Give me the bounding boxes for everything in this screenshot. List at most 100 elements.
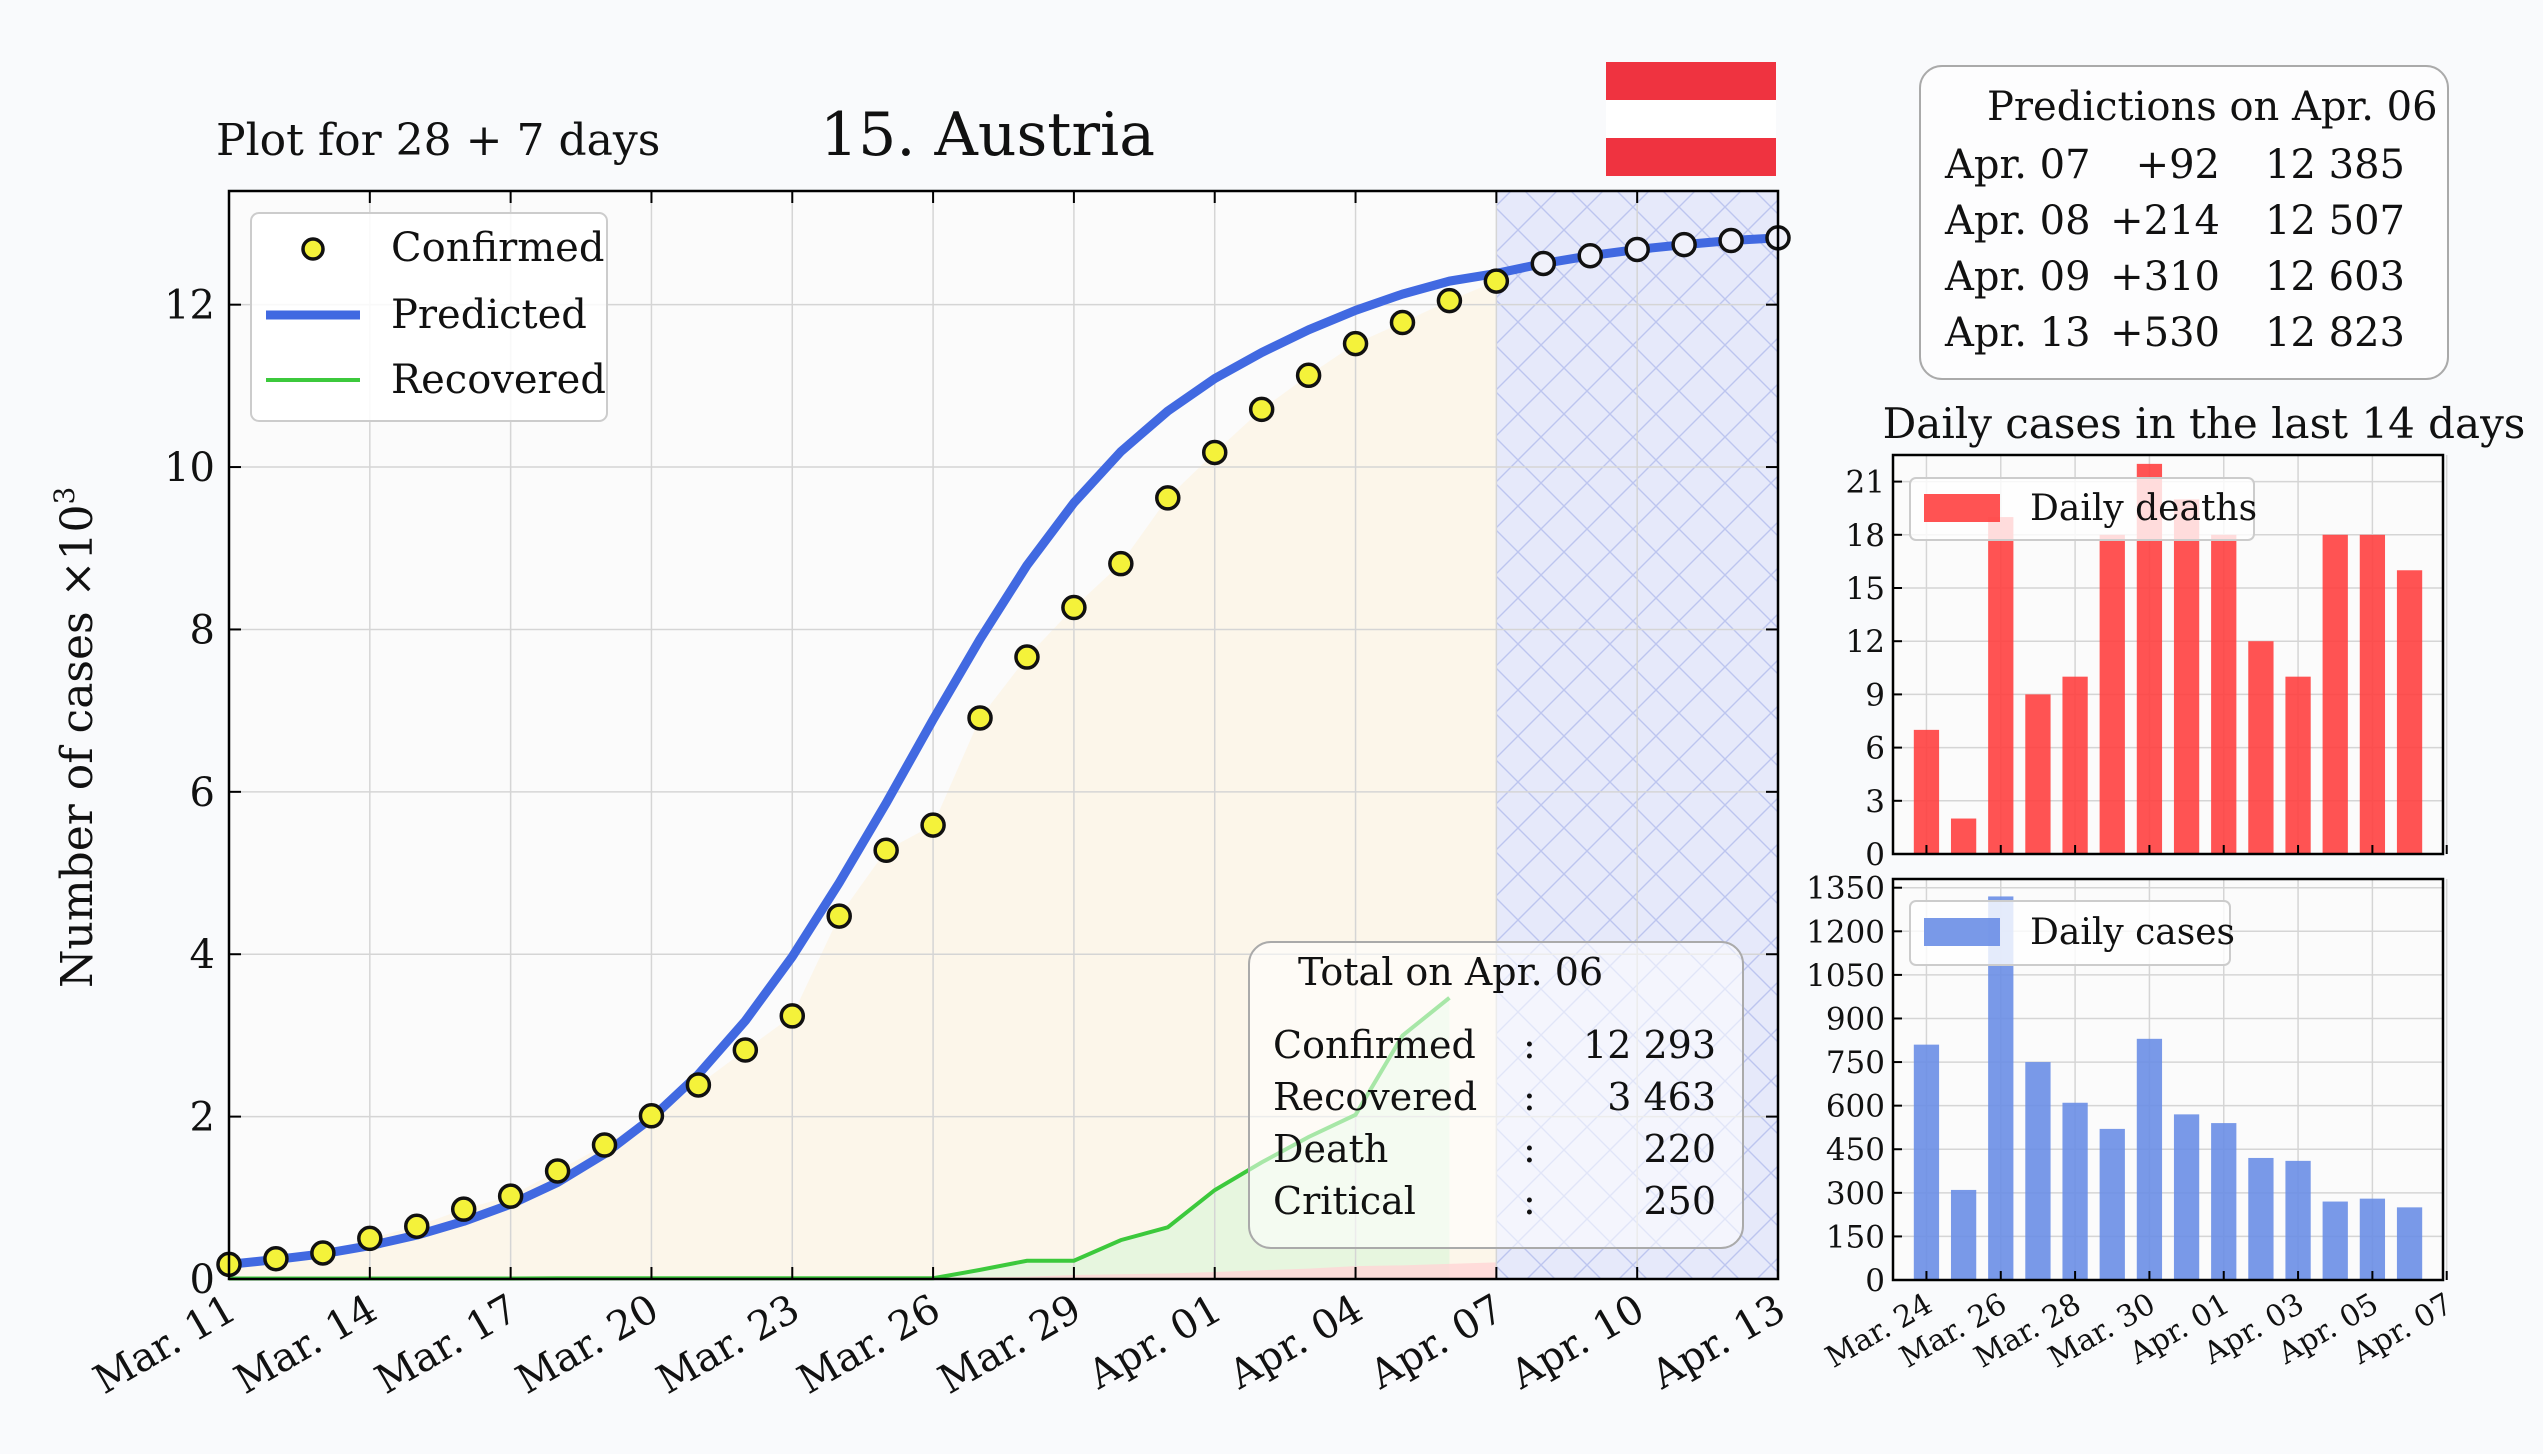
confirmed-point bbox=[1295, 362, 1322, 389]
cases-y-tick-label: 150 bbox=[1826, 1219, 1885, 1255]
totals-frame bbox=[1248, 941, 1744, 1249]
cases-y-tick-label: 1200 bbox=[1806, 914, 1885, 950]
cases-bar bbox=[2396, 1207, 2423, 1280]
cases-y-tick-label: 1050 bbox=[1806, 958, 1885, 994]
y-tick-label: 8 bbox=[190, 607, 215, 653]
main-legend: Confirmed Predicted Recovered bbox=[250, 212, 608, 422]
confirmed-point bbox=[1436, 287, 1463, 314]
deaths-bar bbox=[1950, 818, 1977, 854]
deaths-bar bbox=[2248, 641, 2274, 854]
prediction-date: Apr. 09 bbox=[1944, 254, 2091, 300]
confirmed-point bbox=[450, 1196, 477, 1222]
legend-box bbox=[250, 212, 608, 422]
x-tick-label: Mar. 17 bbox=[368, 1286, 526, 1404]
deaths-y-tick-label: 21 bbox=[1846, 465, 1885, 501]
cases-bar bbox=[1950, 1189, 1977, 1280]
confirmed-point bbox=[1014, 644, 1040, 670]
predicted-point bbox=[1624, 236, 1650, 263]
deaths-legend: Daily deaths bbox=[1909, 477, 2257, 541]
legend-confirmed-label: Confirmed bbox=[391, 225, 604, 271]
deaths-bar bbox=[2359, 534, 2386, 854]
deaths-y-tick-label: 0 bbox=[1865, 837, 1885, 873]
x-tick-label: Mar. 11 bbox=[86, 1286, 244, 1404]
cases-y-tick-label: 750 bbox=[1826, 1045, 1885, 1081]
prediction-delta: +310 bbox=[2110, 254, 2220, 300]
deaths-plot-frame bbox=[1891, 453, 2445, 856]
deaths-bar bbox=[2396, 570, 2423, 854]
confirmed-point bbox=[685, 1072, 712, 1098]
x-tick-label: Apr. 04 bbox=[1221, 1286, 1371, 1399]
daily-deaths-chart: 0 3 6 9 12 15 18 21 Daily deaths bbox=[1846, 453, 2448, 873]
totals-label-confirmed: Confirmed bbox=[1273, 1023, 1476, 1067]
cases-bar bbox=[2025, 1062, 2051, 1280]
deaths-bar bbox=[1988, 517, 2014, 854]
prediction-total: 12 823 bbox=[2265, 310, 2405, 356]
cases-bar bbox=[2099, 1128, 2125, 1280]
deaths-bar bbox=[2211, 534, 2237, 854]
y-tick-label: 0 bbox=[190, 1257, 215, 1303]
confirmed-point bbox=[310, 1240, 336, 1266]
predictions-frame bbox=[1919, 65, 2449, 380]
predictions-box: Predictions on Apr. 06 Apr. 07 +92 12 385 A… bbox=[1919, 65, 2449, 380]
cases-bar bbox=[2211, 1123, 2237, 1280]
cases-plot-frame bbox=[1891, 877, 2445, 1282]
confirmed-point bbox=[1389, 309, 1416, 336]
deaths-y-tick-label: 18 bbox=[1846, 518, 1885, 554]
confirmed-point bbox=[1108, 550, 1134, 577]
y-tick-label: 6 bbox=[190, 770, 215, 816]
prediction-delta: +92 bbox=[2136, 142, 2220, 188]
confirmed-point bbox=[1061, 594, 1087, 621]
deaths-bar bbox=[2062, 676, 2088, 854]
cases-y-tick-label: 900 bbox=[1826, 1001, 1885, 1037]
deaths-bar bbox=[2285, 676, 2311, 854]
daily-title: Daily cases in the last 14 days bbox=[1883, 399, 2526, 448]
prediction-total: 12 385 bbox=[2265, 142, 2405, 188]
cases-legend-swatch bbox=[1924, 918, 2000, 946]
predicted-line bbox=[228, 233, 1779, 1269]
y-tick-label: 4 bbox=[190, 932, 215, 978]
totals-sep-confirmed: : bbox=[1523, 1023, 1536, 1067]
predictions-title: Predictions on Apr. 06 bbox=[1987, 84, 2438, 130]
main-plot-frame bbox=[227, 189, 1780, 1281]
predicted-point bbox=[1718, 227, 1744, 254]
totals-box: Total on Apr. 06 Confirmed : 12 293 Reco… bbox=[1248, 941, 1744, 1249]
totals-label-death: Death bbox=[1273, 1127, 1388, 1171]
cases-bar bbox=[2136, 1038, 2163, 1280]
confirmed-point bbox=[357, 1225, 383, 1252]
y-tick-label: 2 bbox=[190, 1095, 215, 1141]
predicted-point bbox=[1671, 231, 1697, 258]
cases-y-tick-label: 0 bbox=[1865, 1263, 1885, 1299]
x-tick-label: Mar. 26 bbox=[790, 1286, 948, 1404]
deaths-y-tick-label: 15 bbox=[1846, 571, 1885, 607]
cases-legend: Daily cases bbox=[1909, 900, 2235, 966]
cases-bar bbox=[2173, 1114, 2200, 1280]
deaths-y-tick-label: 3 bbox=[1865, 784, 1885, 820]
deaths-bar bbox=[2322, 534, 2348, 854]
totals-value-death: 220 bbox=[1643, 1127, 1716, 1171]
deaths-y-tick-label: 9 bbox=[1865, 677, 1885, 713]
confirmed-point bbox=[920, 812, 946, 838]
cases-bar bbox=[2322, 1201, 2348, 1280]
confirmed-point bbox=[1342, 330, 1369, 357]
austria-flag bbox=[1606, 62, 1776, 176]
deaths-bar bbox=[2025, 694, 2051, 854]
predicted-point bbox=[1577, 242, 1603, 269]
legend-predicted-label: Predicted bbox=[391, 292, 587, 338]
confirmed-point bbox=[779, 1003, 806, 1029]
x-tick-label: Apr. 07 bbox=[1361, 1286, 1511, 1399]
y-axis-label: Number of cases ×103 bbox=[48, 487, 103, 988]
totals-label-critical: Critical bbox=[1273, 1179, 1416, 1223]
y-tick-label: 12 bbox=[164, 283, 215, 329]
confirmed-point bbox=[544, 1158, 571, 1184]
prediction-date: Apr. 08 bbox=[1944, 198, 2091, 244]
deaths-y-tick-label: 6 bbox=[1865, 731, 1885, 767]
cases-bar bbox=[2062, 1102, 2088, 1280]
confirmed-point bbox=[263, 1245, 289, 1272]
totals-title: Total on Apr. 06 bbox=[1298, 950, 1603, 994]
x-tick-label: Apr. 13 bbox=[1643, 1286, 1793, 1399]
totals-value-critical: 250 bbox=[1643, 1179, 1716, 1223]
deaths-bar bbox=[2173, 499, 2200, 854]
deaths-legend-label: Daily deaths bbox=[2030, 488, 2257, 529]
predicted-point bbox=[1530, 250, 1557, 277]
